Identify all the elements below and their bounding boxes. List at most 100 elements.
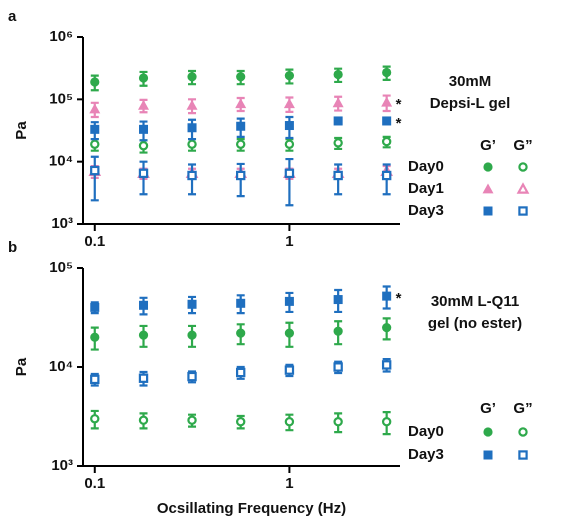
- data-point: [235, 367, 246, 378]
- data-point: [333, 116, 343, 126]
- x-tick-label: 0.1: [84, 233, 105, 250]
- data-point: [333, 417, 343, 427]
- data-point: [138, 73, 149, 83]
- annotation: *: [396, 115, 402, 132]
- data-point: [90, 332, 100, 342]
- data-point: [284, 417, 295, 427]
- data-point: [333, 295, 343, 305]
- legend-column: G’: [480, 137, 496, 154]
- y-axis-label: Pa: [13, 357, 30, 376]
- data-point: [139, 300, 149, 310]
- legend-marker: [518, 206, 528, 216]
- data-point: [90, 165, 100, 176]
- legend-title: 30mM: [449, 73, 492, 90]
- annotation: *: [396, 290, 402, 307]
- data-point: [235, 98, 247, 109]
- x-tick-label: 1: [285, 475, 293, 492]
- y-tick-label: 10⁶: [49, 28, 73, 45]
- data-point: [138, 373, 149, 383]
- data-point: [284, 71, 295, 81]
- legend-marker: [516, 182, 530, 194]
- y-tick-label: 10⁵: [49, 90, 73, 107]
- data-point: [382, 116, 392, 126]
- data-point: [186, 99, 198, 110]
- data-point: [381, 96, 393, 107]
- legend-label: Day3: [408, 202, 444, 219]
- data-point: [284, 365, 295, 375]
- legend-title: 30mM L-Q11: [431, 293, 519, 310]
- legend-label: Day0: [408, 158, 444, 175]
- legend-label: Day3: [408, 446, 444, 463]
- data-point: [138, 168, 149, 179]
- data-point: [333, 69, 343, 80]
- data-point: [187, 415, 197, 425]
- data-point: [138, 99, 150, 110]
- data-point: [284, 296, 294, 306]
- data-point: [284, 168, 295, 179]
- data-point: [235, 170, 246, 181]
- data-point: [333, 362, 343, 372]
- data-point: [89, 103, 101, 114]
- x-axis-label: Ocsillating Frequency (Hz): [157, 500, 346, 517]
- data-point: [90, 414, 100, 424]
- data-point: [187, 299, 197, 309]
- data-point: [90, 374, 100, 385]
- data-point: [235, 417, 246, 427]
- y-tick-label: 10³: [51, 215, 73, 232]
- error-bar: [90, 155, 99, 202]
- legend-marker: [518, 450, 528, 460]
- data-point: [284, 121, 294, 131]
- data-point: [187, 330, 197, 340]
- legend-title: Depsi-L gel: [430, 95, 511, 112]
- y-tick-label: 10⁴: [49, 358, 73, 375]
- data-point: [90, 302, 100, 312]
- legend-column: G”: [513, 400, 532, 417]
- legend-marker: [483, 206, 493, 216]
- data-point: [138, 330, 149, 340]
- legend-marker: [483, 450, 493, 460]
- data-point: [187, 371, 197, 382]
- data-point: [187, 123, 197, 133]
- panel-label: a: [8, 8, 17, 25]
- legend-column: G”: [513, 137, 532, 154]
- data-point: [381, 417, 392, 427]
- data-point: [283, 98, 295, 109]
- data-point: [284, 139, 295, 149]
- data-point: [90, 124, 100, 134]
- data-point: [381, 170, 392, 181]
- legend-marker: [518, 162, 528, 172]
- data-point: [139, 124, 149, 134]
- data-point: [381, 136, 392, 147]
- data-point: [382, 323, 392, 333]
- data-point: [187, 170, 197, 181]
- legend-marker: [483, 427, 493, 437]
- panel-label: b: [8, 239, 17, 256]
- data-point: [236, 121, 246, 131]
- data-point: [138, 141, 149, 151]
- data-point: [381, 360, 392, 370]
- y-tick-label: 10³: [51, 457, 73, 474]
- legend-marker: [482, 183, 494, 194]
- data-point: [333, 170, 343, 181]
- legend-label: Day0: [408, 423, 444, 440]
- y-tick-label: 10⁴: [49, 153, 73, 170]
- data-point: [138, 415, 149, 425]
- data-point: [90, 139, 100, 149]
- legend-marker: [518, 427, 528, 437]
- data-point: [382, 67, 392, 78]
- data-point: [235, 139, 246, 149]
- legend-column: G’: [480, 400, 496, 417]
- data-point: [187, 139, 197, 149]
- data-point: [236, 298, 246, 308]
- data-point: [332, 97, 344, 108]
- x-tick-label: 0.1: [84, 475, 105, 492]
- legend-marker: [483, 162, 493, 172]
- y-tick-label: 10⁵: [49, 259, 73, 276]
- data-point: [333, 326, 343, 336]
- data-point: [236, 72, 246, 82]
- data-point: [90, 77, 100, 87]
- y-axis-label: Pa: [13, 121, 30, 140]
- legend-title: gel (no ester): [428, 315, 522, 332]
- data-point: [333, 138, 343, 148]
